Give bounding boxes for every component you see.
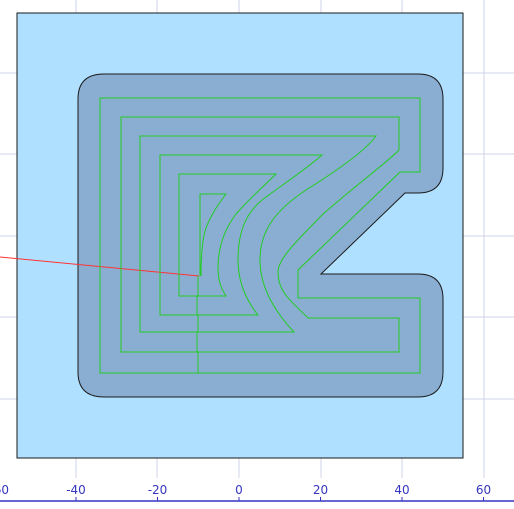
toolpath-offset-1 xyxy=(99,97,421,374)
toolpath-offset-5 xyxy=(178,173,278,297)
toolpath-offset-3 xyxy=(139,135,377,333)
ruler-tick-label: -40 xyxy=(66,483,86,497)
toolpath-offset-6 xyxy=(199,193,227,277)
ruler-tick-label: 60 xyxy=(476,483,491,497)
toolpath-offset-4 xyxy=(159,154,324,316)
x-axis-ruler: -60 -40 -20 0 20 40 60 xyxy=(0,483,514,502)
ruler-tick-label: -20 xyxy=(148,483,168,497)
toolpath-link xyxy=(196,276,199,373)
ruler-tick-label: 40 xyxy=(394,483,409,497)
toolpath-offset-2 xyxy=(120,116,400,353)
toolpath-offsets xyxy=(99,97,421,374)
ruler-tick-label: -60 xyxy=(0,483,9,497)
ruler-tick-label: 0 xyxy=(235,483,243,497)
ruler-tick-label: 20 xyxy=(313,483,328,497)
